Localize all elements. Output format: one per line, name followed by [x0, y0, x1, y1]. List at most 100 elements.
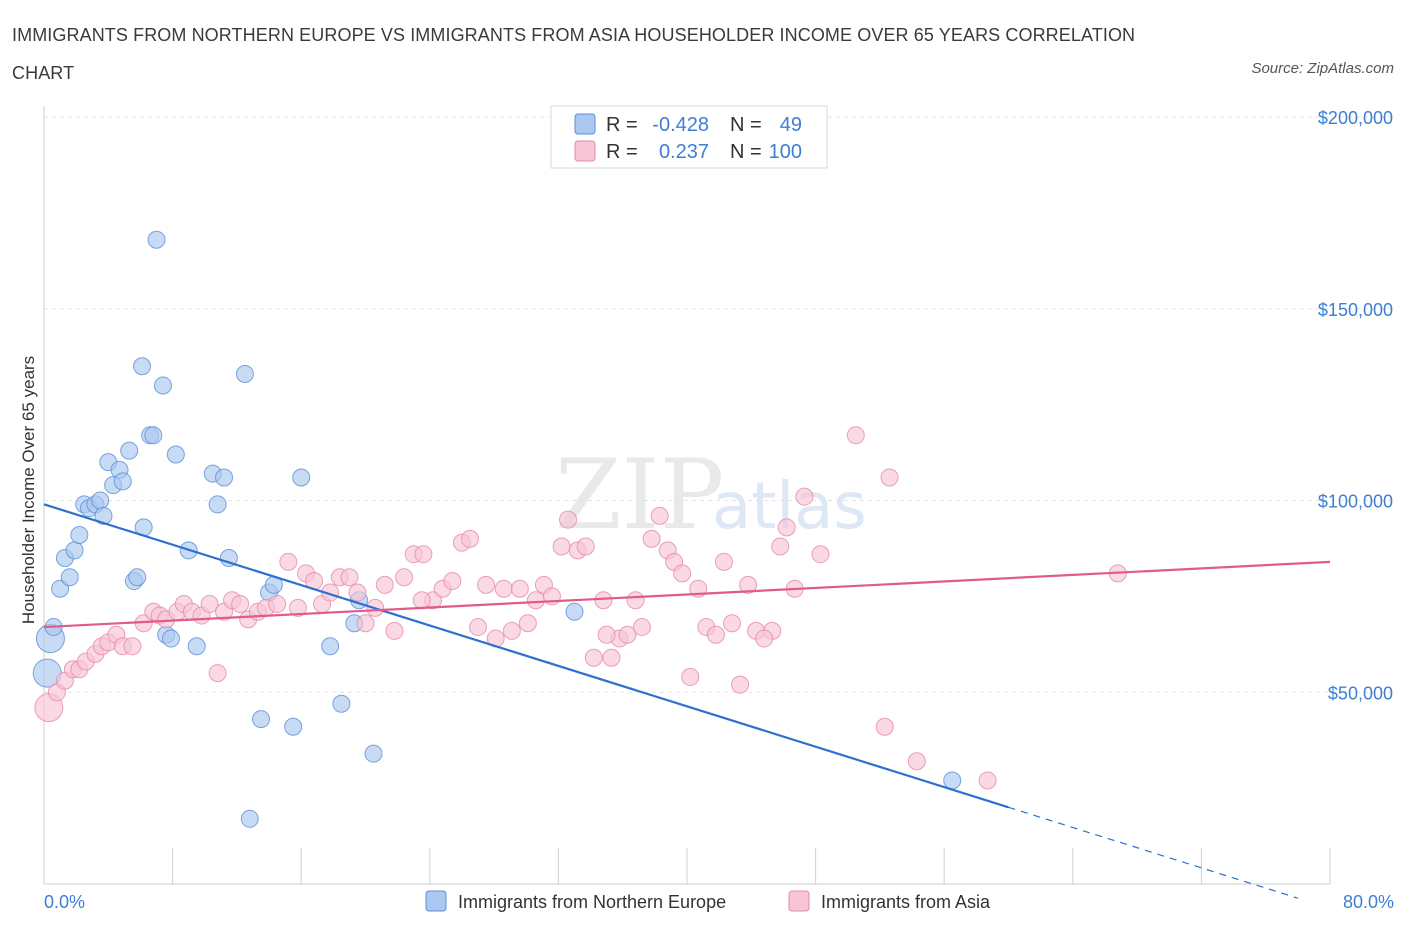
point-asia	[288, 598, 307, 617]
point-asia	[650, 506, 669, 525]
point-asia	[279, 552, 298, 571]
legend-n-label-1: N =	[730, 114, 762, 136]
point-asia	[469, 618, 488, 637]
point-northern-europe	[252, 710, 271, 729]
point-asia	[602, 648, 621, 667]
trend-line-northern-europe-extension	[1008, 806, 1299, 899]
series-legend-swatch-asia	[788, 890, 810, 912]
point-asia	[714, 552, 733, 571]
point-northern-europe	[235, 364, 254, 383]
point-asia	[731, 675, 750, 694]
point-asia	[268, 595, 287, 614]
series-legend-label-asia: Immigrants from Asia	[821, 892, 991, 912]
point-asia	[502, 621, 521, 640]
point-asia	[771, 537, 790, 556]
x-axis-ticks	[43, 848, 1331, 884]
point-asia	[552, 537, 571, 556]
point-asia	[978, 771, 997, 790]
point-asia	[723, 614, 742, 633]
legend-swatch-northern-europe	[574, 113, 596, 135]
legend-n-label-2: N =	[730, 141, 762, 163]
point-northern-europe	[292, 468, 311, 487]
point-asia	[518, 614, 537, 633]
legend-r-label-2: R =	[606, 141, 638, 163]
point-northern-europe	[187, 637, 206, 656]
point-asia	[811, 545, 830, 564]
trend-line-northern-europe	[43, 503, 1009, 809]
point-asia	[597, 625, 616, 644]
series-legend-swatch-northern-europe	[425, 890, 447, 912]
y-tick-label: $100,000	[1318, 492, 1393, 512]
point-asia	[348, 583, 367, 602]
point-northern-europe	[240, 809, 259, 828]
point-asia	[123, 637, 142, 656]
point-asia	[559, 510, 578, 529]
stats-legend: R = -0.428 N = 49 R = 0.237 N = 100	[550, 105, 828, 169]
point-asia	[632, 618, 651, 637]
point-asia	[231, 595, 250, 614]
point-northern-europe	[70, 526, 89, 545]
point-northern-europe	[332, 694, 351, 713]
point-northern-europe	[51, 579, 70, 598]
source-label: Source: ZipAtlas.com	[1251, 60, 1394, 77]
point-asia	[795, 487, 814, 506]
legend-r-label-1: R =	[606, 114, 638, 136]
series-legend-label-northern-europe: Immigrants from Northern Europe	[458, 892, 726, 912]
point-asia	[706, 625, 725, 644]
point-asia	[494, 579, 513, 598]
point-northern-europe	[120, 441, 139, 460]
point-asia	[576, 537, 595, 556]
point-northern-europe	[94, 506, 113, 525]
point-asia	[200, 595, 219, 614]
y-tick-label: $150,000	[1318, 300, 1393, 320]
point-northern-europe	[65, 541, 84, 560]
point-northern-europe	[943, 771, 962, 790]
point-northern-europe	[153, 376, 172, 395]
point-asia	[777, 518, 796, 537]
point-northern-europe	[321, 637, 340, 656]
point-asia	[594, 591, 613, 610]
point-northern-europe	[113, 472, 132, 491]
point-asia	[356, 614, 375, 633]
point-asia	[642, 529, 661, 548]
point-asia	[739, 575, 758, 594]
legend-r-value-2: 0.237	[659, 141, 709, 163]
point-asia	[880, 468, 899, 487]
point-northern-europe	[284, 717, 303, 736]
point-northern-europe	[144, 426, 163, 445]
point-asia	[208, 664, 227, 683]
point-asia	[443, 572, 462, 591]
series-legend: Immigrants from Northern Europe Immigran…	[425, 890, 991, 912]
trend-line-asia	[43, 560, 1331, 629]
point-asia	[375, 575, 394, 594]
point-asia	[526, 591, 545, 610]
point-northern-europe	[128, 568, 147, 587]
point-asia	[477, 575, 496, 594]
point-asia	[510, 579, 529, 598]
point-asia	[626, 591, 645, 610]
point-asia	[846, 426, 865, 445]
point-northern-europe	[91, 491, 110, 510]
x-tick-label-max: 80.0%	[1343, 892, 1394, 912]
watermark-zip: ZIP	[555, 439, 724, 551]
legend-r-value-1: -0.428	[652, 114, 709, 136]
data-points	[32, 230, 1127, 828]
point-asia	[755, 629, 774, 648]
chart-title: IMMIGRANTS FROM NORTHERN EUROPE VS IMMIG…	[12, 25, 1136, 83]
y-axis-label: Householder Income Over 65 years	[19, 356, 38, 624]
point-asia	[460, 529, 479, 548]
y-tick-label: $50,000	[1328, 683, 1393, 703]
point-asia	[414, 545, 433, 564]
trend-lines	[43, 503, 1331, 899]
point-northern-europe	[565, 602, 584, 621]
x-tick-label-min: 0.0%	[44, 892, 85, 912]
point-asia	[875, 717, 894, 736]
point-northern-europe	[208, 495, 227, 514]
point-northern-europe	[161, 629, 180, 648]
point-asia	[673, 564, 692, 583]
point-asia	[907, 752, 926, 771]
point-asia	[385, 621, 404, 640]
point-northern-europe	[219, 549, 238, 568]
y-tick-label: $200,000	[1318, 108, 1393, 128]
